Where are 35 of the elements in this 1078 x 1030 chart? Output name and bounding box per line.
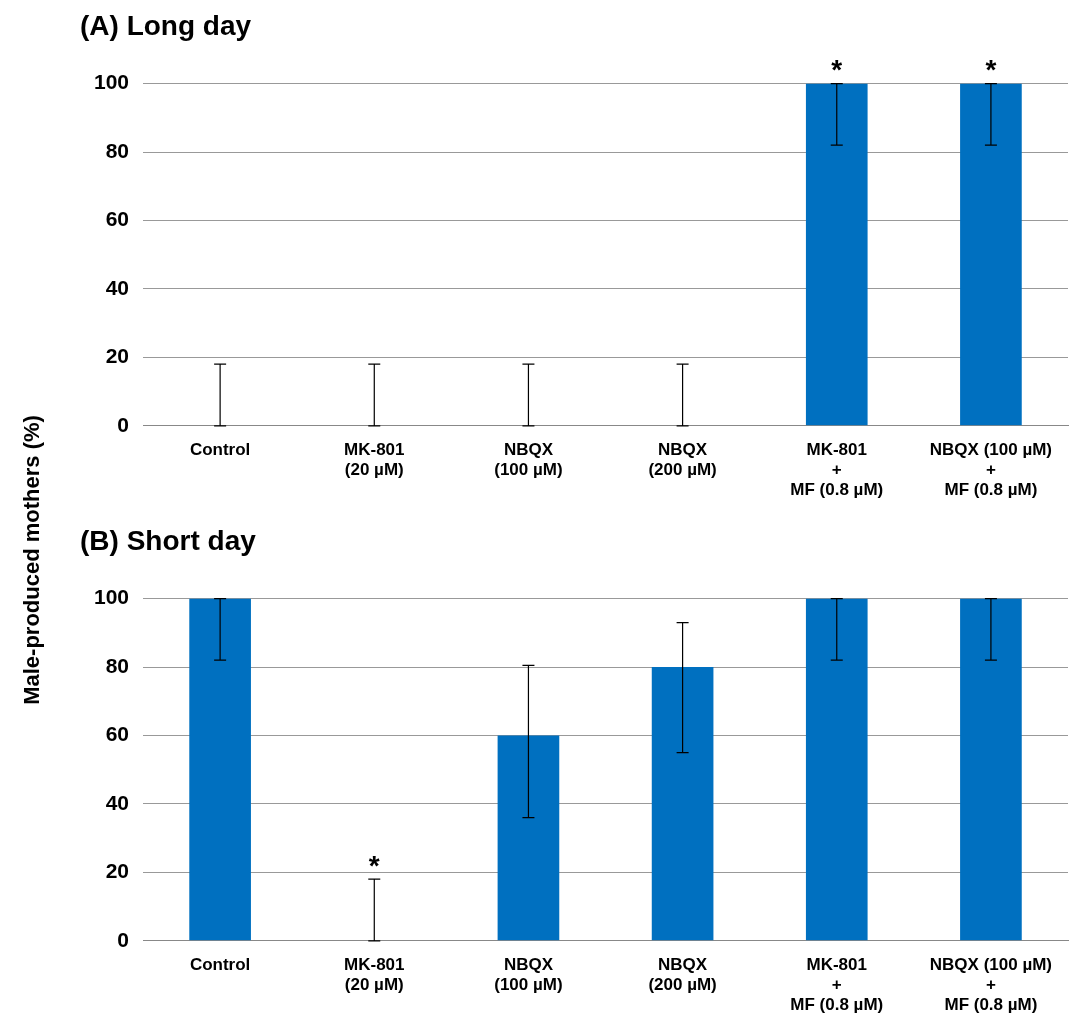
- y-tick-label: 60: [105, 207, 130, 231]
- x-tick-label: MK-801 (20 µM): [344, 954, 405, 995]
- bar: [651, 667, 714, 941]
- y-tick-label: 100: [93, 70, 130, 94]
- y-tick-label: 80: [105, 653, 130, 677]
- chart-title: (A) Long day: [80, 9, 252, 41]
- y-tick-label: 0: [117, 927, 130, 951]
- x-tick-label: NBQX (100 µM): [494, 439, 563, 480]
- x-tick-label: Control: [189, 954, 251, 974]
- x-tick-label: NBQX (200 µM): [648, 954, 717, 995]
- bar: [805, 598, 868, 941]
- chart-title: (B) Short day: [80, 524, 257, 556]
- x-tick-label: MK-801 + MF (0.8 µM): [790, 439, 884, 500]
- annotation: *: [831, 54, 843, 86]
- x-tick-label: NBQX (100 µM): [494, 954, 563, 995]
- y-tick-label: 20: [105, 344, 130, 368]
- bar: [497, 735, 560, 941]
- bar: [189, 598, 251, 941]
- annotation: *: [985, 54, 997, 86]
- x-tick-label: NBQX (100 µM) + MF (0.8 µM): [929, 439, 1053, 500]
- y-tick-label: 100: [93, 585, 130, 609]
- y-tick-label: 80: [105, 138, 130, 162]
- x-tick-label: NBQX (200 µM): [648, 439, 717, 480]
- x-tick-label: MK-801 (20 µM): [344, 439, 405, 480]
- x-tick-label: Control: [189, 439, 251, 459]
- annotation: *: [368, 849, 380, 881]
- y-tick-label: 60: [105, 722, 130, 746]
- y-tick-label: 0: [117, 412, 130, 436]
- y-axis-title: Male-produced mothers (%): [19, 415, 45, 705]
- bar: [960, 598, 1022, 941]
- x-tick-label: NBQX (100 µM) + MF (0.8 µM): [929, 954, 1053, 1015]
- y-tick-label: 40: [105, 275, 130, 299]
- x-tick-label: MK-801 + MF (0.8 µM): [790, 954, 884, 1015]
- y-tick-label: 40: [105, 790, 130, 814]
- y-tick-label: 20: [105, 859, 130, 883]
